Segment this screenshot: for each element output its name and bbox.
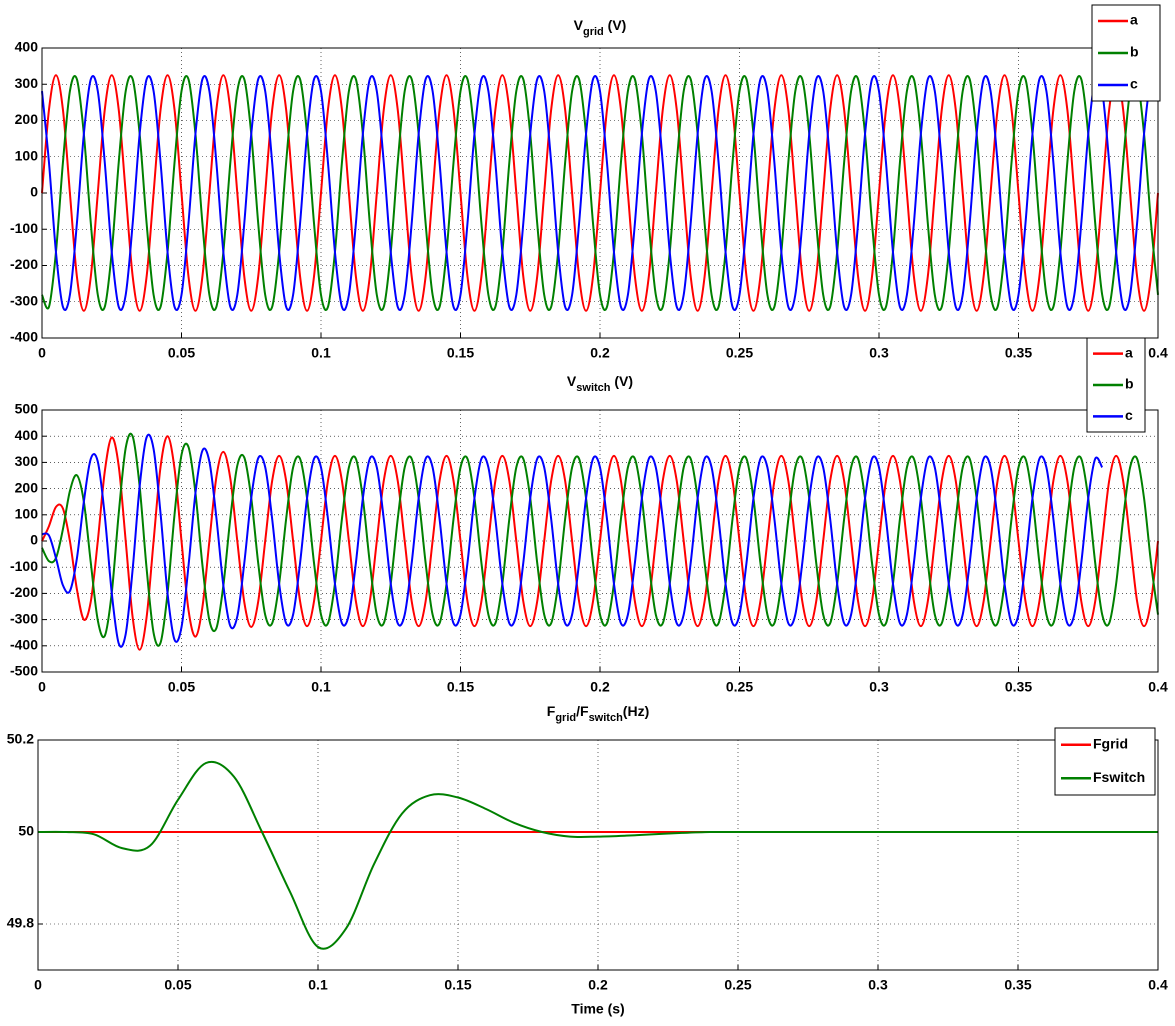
y-tick-label: -400	[10, 329, 38, 345]
y-tick-label: 200	[15, 479, 39, 495]
title-part: grid	[555, 712, 576, 724]
title-part: (Hz)	[623, 703, 649, 719]
series-line	[41, 75, 1159, 311]
x-tick-label: 0.4	[1148, 977, 1168, 993]
x-tick-label: 0.05	[164, 977, 191, 993]
x-tick-label: 0.1	[311, 679, 331, 695]
series-line	[41, 74, 1159, 312]
title-part: V	[574, 17, 584, 33]
series-line	[41, 75, 1159, 311]
axes-box	[37, 739, 1159, 971]
x-tick-label: 0.15	[444, 977, 471, 993]
axes-box	[41, 409, 1159, 673]
x-tick-label: 0.25	[726, 345, 753, 361]
x-tick-label: 0.2	[588, 977, 608, 993]
y-tick-label: -400	[10, 637, 38, 653]
x-tick-label: 0.35	[1005, 679, 1032, 695]
legend-label: c	[1125, 407, 1133, 423]
chart-title: Vswitch (V)	[567, 373, 633, 394]
title-part: /F	[576, 703, 589, 719]
y-tick-label: -300	[10, 292, 38, 308]
y-tick-label: 50.2	[7, 731, 34, 747]
y-tick-label: 500	[15, 401, 39, 417]
x-tick-label: 0.4	[1148, 345, 1168, 361]
x-tick-label: 0.2	[590, 679, 610, 695]
series-line	[37, 760, 1158, 950]
x-tick-label: 0.3	[869, 345, 889, 361]
series-line	[41, 432, 1159, 647]
x-tick-label: 0.4	[1148, 679, 1168, 695]
x-tick-label: 0.35	[1005, 345, 1032, 361]
title-part: F	[547, 703, 556, 719]
chart-title: Vgrid (V)	[574, 17, 627, 38]
x-tick-label: 0.05	[168, 345, 195, 361]
x-tick-label: 0.15	[447, 345, 474, 361]
y-tick-label: 100	[15, 147, 39, 163]
title-part: (V)	[604, 17, 627, 33]
legend-box	[1054, 727, 1156, 796]
legend-label: b	[1130, 44, 1139, 60]
title-part: (V)	[611, 373, 634, 389]
chart-title: Fgrid/Fswitch(Hz)	[547, 703, 649, 724]
x-tick-label: 0.3	[869, 679, 889, 695]
y-tick-label: -300	[10, 610, 38, 626]
y-tick-label: 49.8	[7, 915, 34, 931]
x-tick-label: 0.05	[168, 679, 195, 695]
plot-area	[38, 740, 1158, 970]
title-part: V	[567, 373, 577, 389]
title-part: switch	[589, 712, 624, 724]
x-axis-label: Time (s)	[571, 1001, 624, 1017]
y-tick-label: 200	[15, 111, 39, 127]
x-tick-label: 0.3	[868, 977, 888, 993]
x-tick-label: 0.2	[590, 345, 610, 361]
title-part: grid	[583, 26, 604, 38]
y-tick-label: 50	[18, 823, 34, 839]
y-tick-label: 400	[15, 39, 39, 55]
legend-label: Fswitch	[1093, 769, 1145, 785]
y-tick-label: -100	[10, 558, 38, 574]
x-tick-label: 0.25	[724, 977, 751, 993]
y-tick-label: 300	[15, 75, 39, 91]
x-tick-label: 0.15	[447, 679, 474, 695]
axes-box	[41, 47, 1159, 339]
y-tick-label: 400	[15, 427, 39, 443]
legend-label: c	[1130, 76, 1138, 92]
series-line	[41, 433, 1104, 648]
x-tick-label: 0.1	[308, 977, 328, 993]
y-tick-label: -100	[10, 220, 38, 236]
y-tick-label: 100	[15, 506, 39, 522]
legend-label: Fgrid	[1093, 735, 1128, 751]
y-tick-label: 0	[30, 184, 38, 200]
title-part: switch	[576, 382, 611, 394]
x-tick-label: 0.35	[1004, 977, 1031, 993]
series-line	[41, 435, 1159, 651]
y-tick-label: -200	[10, 256, 38, 272]
x-tick-label: 0	[38, 345, 46, 361]
legend-label: a	[1125, 344, 1133, 360]
x-tick-label: 0.1	[311, 345, 331, 361]
x-tick-label: 0	[38, 679, 46, 695]
legend-label: b	[1125, 376, 1134, 392]
y-tick-label: -200	[10, 584, 38, 600]
y-tick-label: -500	[10, 663, 38, 679]
x-tick-label: 0	[34, 977, 42, 993]
y-tick-label: 0	[30, 532, 38, 548]
legend-label: a	[1130, 12, 1138, 28]
x-tick-label: 0.25	[726, 679, 753, 695]
y-tick-label: 300	[15, 453, 39, 469]
